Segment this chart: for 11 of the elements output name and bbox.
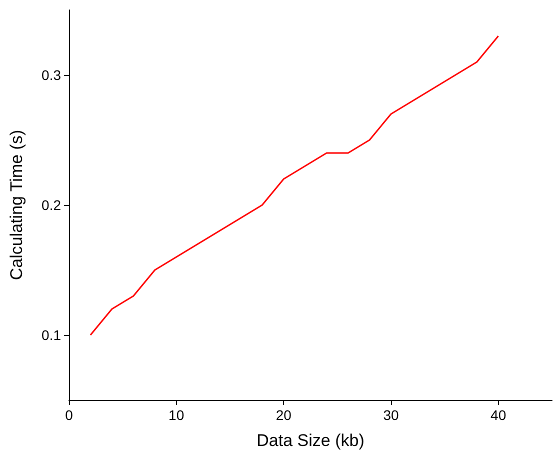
x-tick-label: 30 [383, 407, 399, 423]
x-tick-label: 40 [490, 407, 506, 423]
x-tick-label: 0 [65, 407, 74, 423]
y-axis-title: Calculating Time (s) [7, 130, 26, 280]
x-tick-label: 20 [276, 407, 292, 423]
y-tick-label: 0.3 [42, 67, 62, 83]
y-tick-label: 0.2 [42, 197, 62, 213]
x-axis-title: Data Size (kb) [256, 431, 364, 450]
x-tick-label: 10 [168, 407, 184, 423]
y-tick-label: 0.1 [42, 327, 62, 343]
line-series [90, 35, 500, 336]
